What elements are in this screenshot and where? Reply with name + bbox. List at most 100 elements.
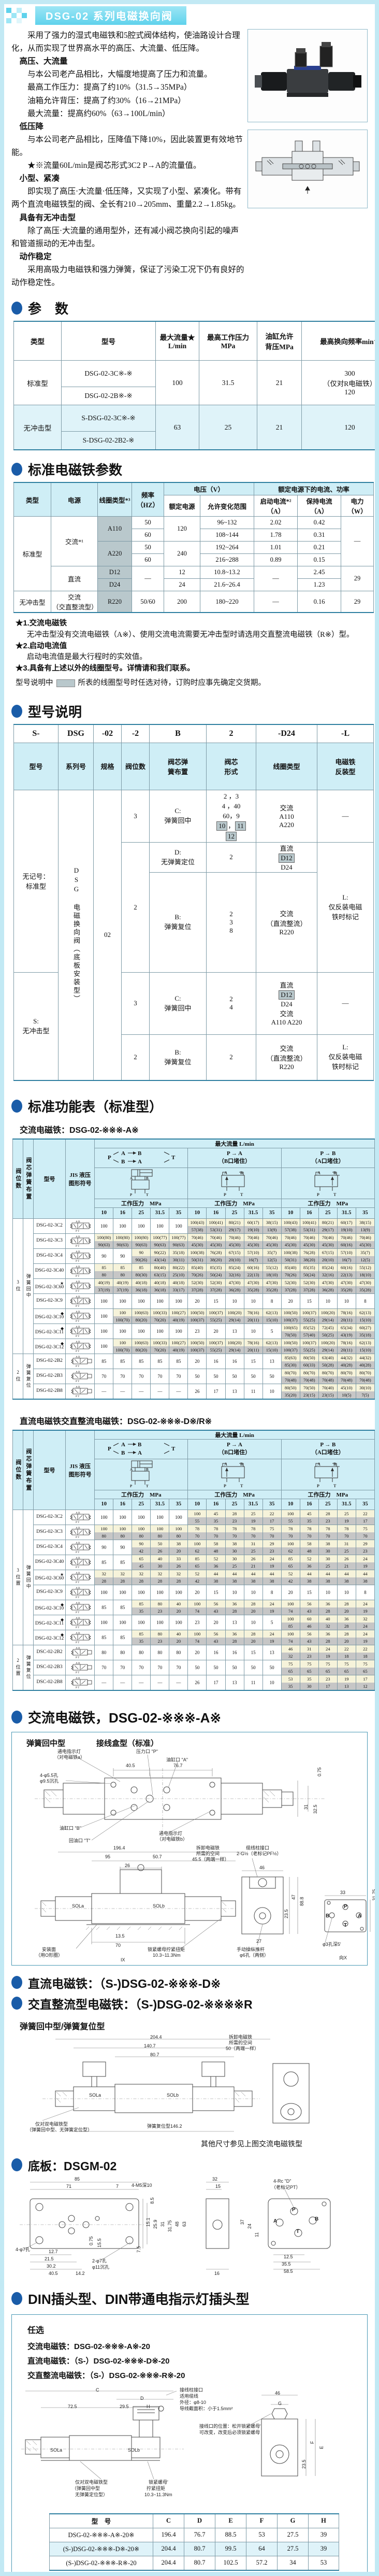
flow-value-cell: 15 [243,1353,263,1369]
jis-symbol-icon: A B P T [69,1632,91,1644]
table-cell: A B P T [65,1308,95,1324]
flow-value-cell: 100 74 [281,1599,300,1615]
table-cell: A B P T [65,1584,95,1600]
flow-value-cell: 44(32) 40(28) [355,1353,375,1369]
flow-value-cell: 44 38 [243,1569,263,1585]
section-heading-dc1: 直流电磁铁：（S-)DSG-02-※※※-D※ [11,1974,375,1991]
dim-label: 37 [240,2219,245,2225]
table-cell: 60 [132,553,164,567]
dim-label: φ3孔深5' [323,1941,341,1947]
svg-text:P T: P T [76,1395,80,1397]
text-heading: 高压、大流量 [19,57,68,66]
flow-value-cell: 100(41) 53(31) [299,1218,319,1234]
table-cell: -02 [93,724,122,743]
dim-label: 46 [275,2390,281,2396]
table-header-cell: 25 [132,1207,151,1219]
flow-value-cell: 85(24) 32(16) [318,1263,338,1279]
table-header-cell: 25 [225,1498,244,1510]
table-header-cell: 工作压力 MPa [281,1489,375,1499]
dim-label: （弹簧回中型 [72,2485,100,2491]
svg-text:P: P [224,1484,226,1488]
flow-value-cell: 100 [113,1614,133,1630]
table-header-cell: 类型 [13,321,62,361]
table-header-cell: 35 [262,1207,282,1219]
flow-value-cell: 100 [169,1614,188,1630]
flow-value-cell: 47(30) 36(28) [318,1278,338,1294]
svg-text:A B: A B [76,1557,80,1560]
flow-value-cell: 70 [113,1659,133,1675]
flow-value-cell: 35(7) 12(5) [262,1248,282,1264]
flow-value-cell: 100 62 [281,1539,300,1555]
svg-text:A B: A B [76,1572,80,1575]
table-header-cell: 31.5 [150,1498,170,1510]
flow-value-cell: 80(50) 60(33) [299,1353,319,1369]
dim-label: φ6孔（两侧） [240,1952,269,1958]
dim-label: 0.75 [89,2236,94,2245]
model-cell: DSG-02-3C2 [33,1509,66,1525]
text-paragraph: 油箱允许背压：提高了约30%（16→21MPa） [27,96,186,105]
flow-value-cell: 32 28 [169,1569,188,1585]
table-header-cell: 额定电源 [164,495,200,517]
table-header-cell: JIS 液压 图形符号 [65,1138,95,1219]
flow-value-cell: 24 19 [262,1599,282,1615]
table-cell: 240 [164,541,200,567]
table-header-cell: 25 [318,1207,338,1219]
table-cell: 交流 （直流整流） R220 [256,872,317,973]
flow-value-cell: 100 80 [94,1524,114,1540]
table-header-cell: 启动电流*² （A） [254,495,298,517]
table-cell: 2 ，3 4 ，40 60，9 10， 11 12 [206,789,256,843]
flow-value-cell: 58 48 [206,1539,226,1555]
flow-value-cell: 70 [150,1368,170,1384]
svg-text:A B: A B [76,1265,80,1269]
flow-value-cell: 70(50) 23(15) [299,1383,319,1400]
ac-outline-box: 弹簧回中型 接线盒型（标准） [11,1731,375,1966]
dc-function-table-inner: 阀位数 阀芯弹簧布置 型号 JIS 液压 图形符号 最大流量 L/min P A B B A T P →… [12,1429,375,1691]
svg-text:B: B [138,1442,142,1448]
table-cell: (S-)DSG-02-※※※-R※-20 [49,2555,153,2571]
svg-text:A B: A B [76,1662,80,1665]
dim-label: 拆卸电磁铁 [229,2034,253,2040]
dim-label: 回油口 "T" [69,1838,91,1843]
flow-value-cell: 80 [132,1644,151,1660]
flow-value-cell: 70 [94,1368,114,1384]
flow-value-cell: 100 [169,1509,188,1525]
flow-value-cell: 52(30) 37(28) [299,1278,319,1294]
flow-value-cell: 13 [225,1614,244,1630]
jis-symbol-icon: A B P T [70,1356,92,1368]
svg-text:B: B [138,1150,142,1157]
model-cell: DSG-02-3C3 [33,1524,66,1540]
table-header-cell: 最大流量 L/min [94,1138,375,1148]
dim-label: 46 [259,1865,265,1870]
flow-value-cell: 100 [150,1323,170,1339]
text-heading: ★1.交流电磁铁 [16,619,67,628]
flow-value-cell: 85 80 [113,1263,133,1279]
flow-value-cell: 55(12) 18(10) [262,1263,282,1279]
svg-text:P T: P T [76,1320,80,1322]
flow-value-cell: 8 [262,1293,282,1309]
dim-label: 31 [160,2221,165,2227]
din-dimension-table-inner: 型 号 C D E F G H DSG-02-※※※-A※-20※ 196.4 76.7 88.5 5… [49,2513,339,2571]
flow-value-cell: 50 [262,1368,282,1384]
dim-label: 锁紧螺母' [149,2479,168,2485]
flow-value-cell: 100(20) 29(14) [318,1308,338,1324]
table-cell: DSG 电磁换向阀（底板安装型） [58,789,94,1081]
flow-value-cell: 85 [113,1353,133,1369]
text-paragraph: 与本公司老产品相比，大幅度地提高了压力和流量。 [27,70,212,79]
dim-label: A [358,1913,362,1919]
flow-value-cell: 32 24 [355,1614,375,1630]
table-cell: (S-)DSG-02-※※※-D※-20※ [49,2541,153,2556]
svg-text:A B: A B [76,1617,80,1620]
table-cell: L: 仅反装电磁 铁时标记 [317,842,374,973]
svg-text:A B: A B [76,1602,80,1605]
flow-value-cell: 44 38 [337,1569,356,1585]
text-paragraph: 采用了强力的湿式电磁铁和5腔式阀体结构，使油路设计合理化，从而实现了世界高水平的… [11,31,240,53]
flow-value-cell: 80 23 [150,1599,170,1615]
table-cell: 192~264 [200,541,254,554]
flow-value-cell: — [94,1674,114,1691]
flow-value-cell: 70(46) 60(16) [337,1233,356,1249]
flow-value-cell: 80(22) 25(10) [169,1263,188,1279]
flow-value-cell: 100 74 [187,1629,207,1645]
flow-value-cell: 100 100(70) [113,1338,133,1354]
flow-value-cell: 16 [206,1644,226,1660]
table-cell: 29 [341,591,374,613]
